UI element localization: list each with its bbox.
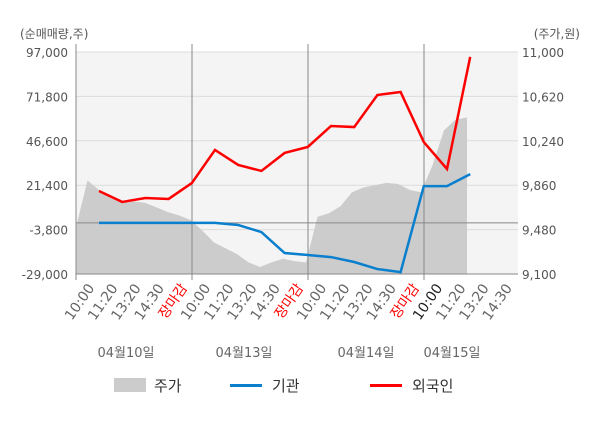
- legend-swatch-price: [114, 378, 146, 392]
- right-tick-label: 10,620: [522, 90, 564, 104]
- left-tick-label: -29,000: [22, 268, 68, 282]
- left-tick-label: 21,400: [26, 179, 68, 193]
- legend-label-institution: 기관: [272, 377, 300, 395]
- legend: 주가 기관 외국인: [114, 377, 453, 395]
- right-tick-label: 10,240: [522, 135, 564, 149]
- left-tick-label: -3,800: [29, 224, 68, 238]
- legend-label-price: 주가: [154, 377, 182, 395]
- legend-swatch-foreign: [370, 384, 402, 387]
- date-label: 04월13일: [215, 346, 272, 361]
- date-label: 04월14일: [337, 346, 394, 361]
- left-axis-title: (순매매량,주): [20, 27, 88, 41]
- left-tick-label: 46,600: [26, 135, 68, 149]
- legend-swatch-institution: [230, 384, 262, 387]
- right-tick-label: 9,480: [522, 224, 556, 238]
- right-tick-label: 9,860: [522, 179, 556, 193]
- right-tick-label: 11,000: [522, 46, 564, 60]
- right-tick-label: 9,100: [522, 268, 556, 282]
- left-tick-label: 97,000: [26, 46, 68, 60]
- right-axis-title: (주가,원): [534, 27, 580, 41]
- legend-label-foreign: 외국인: [412, 377, 453, 395]
- left-tick-label: 71,800: [26, 90, 68, 104]
- date-label: 04월10일: [97, 346, 154, 361]
- price-area: [76, 117, 467, 274]
- date-label: 04월15일: [423, 346, 480, 361]
